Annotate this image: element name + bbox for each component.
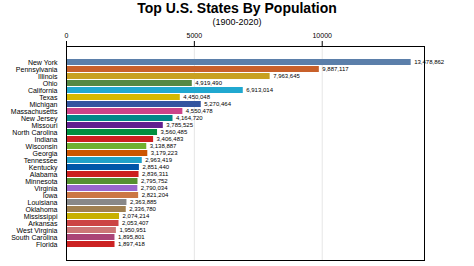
svg-text:California: California (28, 87, 58, 94)
svg-text:2,074,214: 2,074,214 (123, 213, 150, 219)
svg-text:2,836,311: 2,836,311 (142, 171, 169, 177)
svg-text:2,821,204: 2,821,204 (142, 192, 169, 198)
svg-text:1,897,418: 1,897,418 (118, 241, 145, 247)
svg-text:West Virginia: West Virginia (16, 226, 58, 234)
svg-text:Georgia: Georgia (32, 149, 58, 157)
svg-text:7,963,645: 7,963,645 (273, 73, 300, 79)
svg-text:Mississippi: Mississippi (23, 212, 58, 220)
svg-text:Pennsylvania: Pennsylvania (15, 65, 58, 73)
svg-text:10000: 10000 (312, 32, 332, 39)
svg-text:Virginia: Virginia (34, 184, 58, 192)
svg-text:2,363,885: 2,363,885 (130, 199, 157, 205)
svg-text:0: 0 (65, 32, 69, 39)
html-text:(1900-2020): (1900-2020) (212, 17, 262, 27)
svg-text:2,851,440: 2,851,440 (142, 164, 169, 170)
svg-text:Iowa: Iowa (43, 192, 58, 199)
svg-text:1,895,801: 1,895,801 (118, 234, 145, 240)
svg-text:Arkansas: Arkansas (28, 220, 58, 227)
svg-text:4,919,490: 4,919,490 (195, 80, 222, 86)
svg-text:2,053,407: 2,053,407 (122, 220, 149, 226)
svg-text:Louisiana: Louisiana (28, 199, 58, 206)
svg-text:Ohio: Ohio (43, 80, 58, 87)
svg-text:3,138,887: 3,138,887 (150, 143, 177, 149)
svg-text:Texas: Texas (39, 94, 58, 101)
svg-text:9,887,117: 9,887,117 (322, 66, 349, 72)
svg-text:13,478,862: 13,478,862 (414, 59, 445, 65)
svg-text:2,336,780: 2,336,780 (129, 206, 156, 212)
svg-text:1,950,951: 1,950,951 (119, 227, 146, 233)
svg-text:South Carolina: South Carolina (11, 234, 57, 241)
svg-text:5,270,464: 5,270,464 (204, 101, 231, 107)
svg-text:Michigan: Michigan (29, 100, 58, 108)
svg-text:Missouri: Missouri (31, 122, 58, 129)
svg-text:3,179,223: 3,179,223 (151, 150, 178, 156)
svg-text:2,963,419: 2,963,419 (145, 157, 172, 163)
svg-text:New York: New York (28, 59, 58, 66)
svg-text:Kentucky: Kentucky (28, 163, 58, 171)
svg-text:Massachusetts: Massachusetts (11, 108, 58, 115)
svg-text:Indiana: Indiana (35, 136, 58, 143)
svg-text:Oklahoma: Oklahoma (26, 206, 58, 213)
svg-text:3,560,485: 3,560,485 (161, 129, 188, 135)
svg-text:4,450,048: 4,450,048 (183, 94, 210, 100)
svg-text:5000: 5000 (187, 32, 203, 39)
svg-text:New Jersey: New Jersey (20, 114, 58, 122)
svg-text:4,164,720: 4,164,720 (176, 115, 203, 121)
svg-text:3,406,483: 3,406,483 (157, 136, 184, 142)
svg-text:Tennessee: Tennessee (24, 157, 58, 164)
svg-text:Wisconsin: Wisconsin (26, 143, 58, 150)
svg-text:2,795,752: 2,795,752 (141, 178, 168, 184)
svg-text:North Carolina: North Carolina (12, 129, 57, 136)
svg-text:Florida: Florida (36, 241, 58, 248)
svg-text:4,550,478: 4,550,478 (186, 108, 213, 114)
svg-text:Illinois: Illinois (38, 73, 58, 80)
svg-text:6,913,014: 6,913,014 (246, 87, 273, 93)
svg-text:Minnesota: Minnesota (25, 178, 57, 185)
svg-text:3,785,525: 3,785,525 (166, 122, 193, 128)
svg-text:2,790,034: 2,790,034 (141, 185, 168, 191)
svg-text:Alabama: Alabama (30, 171, 58, 178)
html-text:Top U.S. States By Population: Top U.S. States By Population (137, 0, 337, 16)
